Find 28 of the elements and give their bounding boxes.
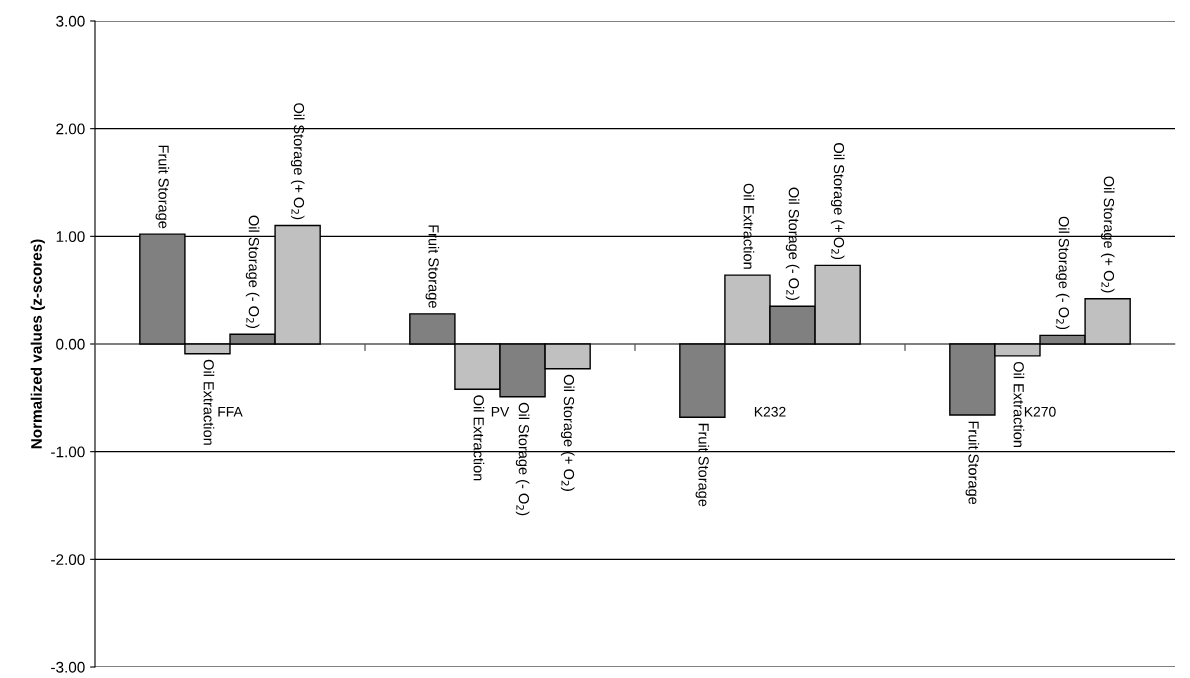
x-tick-label: K232 (754, 406, 786, 417)
text: Oil Storage (- O$_{2}$) (245, 215, 260, 328)
text: Fruit Storage (965, 421, 980, 505)
x-tick-label: PV (491, 407, 510, 417)
text: Fruit Storage (695, 423, 710, 507)
text: Fruit Storage (425, 225, 440, 308)
x-tick-label: K270 (1024, 406, 1056, 417)
y-tick-label: -3.00 (51, 661, 85, 673)
text: Oil Storage (+ O$_{2}$) (560, 374, 575, 491)
text: Oil Extraction (1013, 361, 1025, 447)
y-tick-label: 1.00 (56, 231, 85, 243)
text: Oil Storage (- O$_{2}$) (515, 402, 530, 516)
text: Fruit Storage (155, 145, 170, 229)
x-tick-label: FFA (218, 407, 243, 417)
text: Oil Storage (- O$_{2}$) (785, 187, 800, 300)
y-tick-label: 0.00 (56, 338, 85, 350)
y-tick-label: 3.00 (56, 15, 85, 27)
text: Oil Storage (+ O$_{2}$) (1100, 176, 1115, 293)
y-tick-label: -2.00 (51, 554, 85, 566)
y-axis-title: Normalized values (z-scores) (30, 239, 45, 449)
text: Oil Storage (+ O$_{2}$) (830, 143, 845, 260)
text: Oil Storage (- O$_{2}$) (1055, 216, 1070, 330)
text: Oil Extraction (473, 395, 485, 481)
y-tick-label: 2.00 (56, 123, 85, 135)
text: Oil Storage (+ O$_{2}$) (290, 103, 305, 220)
text: Oil Extraction (203, 359, 215, 445)
y-tick-label: -1.00 (51, 446, 85, 458)
text: Oil Extraction (743, 183, 755, 269)
